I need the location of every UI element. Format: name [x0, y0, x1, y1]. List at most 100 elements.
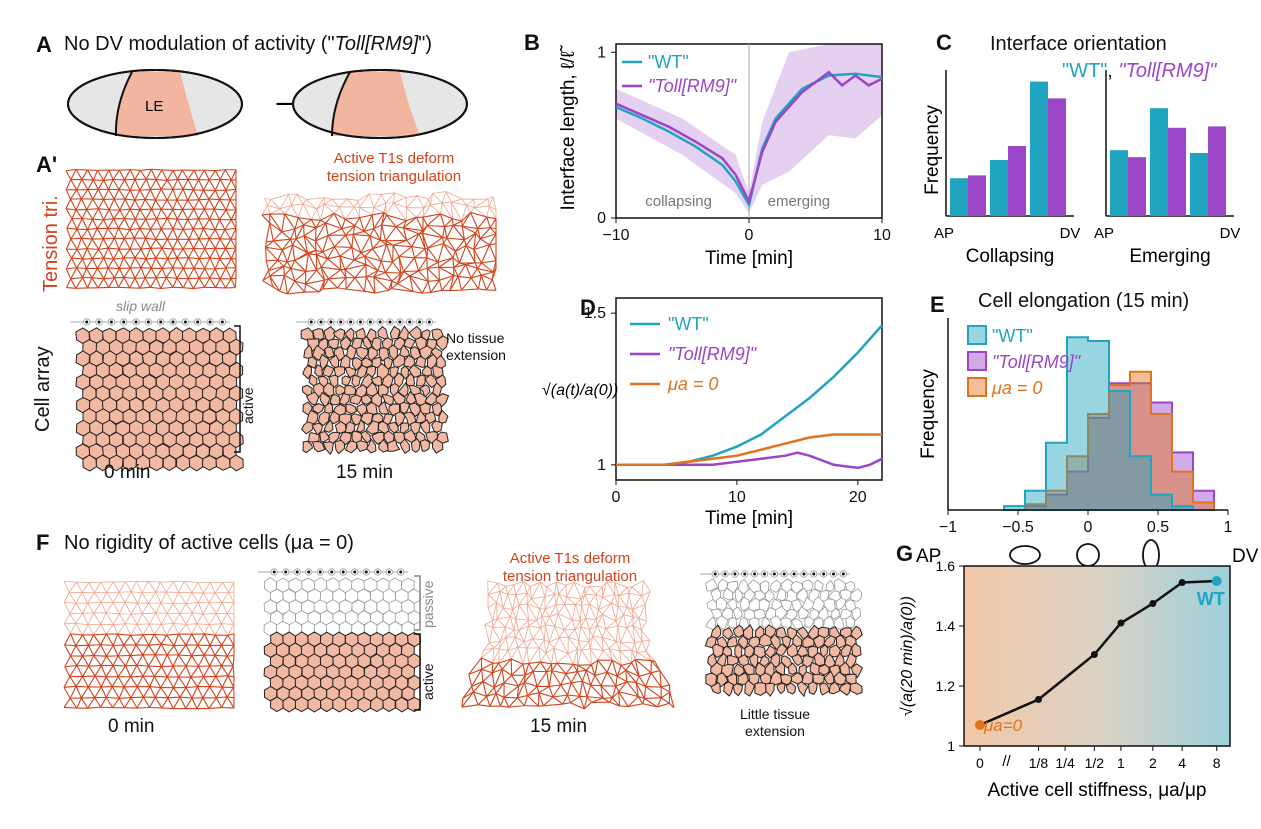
- mesh-edge: [70, 633, 83, 636]
- mesh-edge: [518, 604, 529, 621]
- mesh-edge: [481, 260, 497, 264]
- mesh-edge: [432, 193, 443, 204]
- mesh-edge: [515, 604, 520, 620]
- mesh-edge: [515, 581, 525, 595]
- mesh-edge: [601, 637, 610, 649]
- mesh-edge: [279, 290, 288, 295]
- mesh-edge: [141, 581, 149, 593]
- mesh-edge: [324, 199, 333, 205]
- mesh-edge: [294, 228, 297, 240]
- mesh-edge: [532, 627, 542, 639]
- mesh-edge: [645, 686, 662, 699]
- mesh-edge: [441, 191, 447, 204]
- mesh-edge: [638, 676, 647, 687]
- active-cell: [329, 393, 341, 406]
- mesh-edge: [347, 198, 359, 201]
- mesh-edge: [119, 591, 132, 593]
- mesh-edge: [638, 672, 652, 677]
- mesh-edge: [82, 675, 96, 678]
- mesh-edge: [585, 670, 592, 686]
- mesh-edge: [386, 202, 394, 216]
- passive-cell: [747, 579, 762, 594]
- mesh-edge: [614, 582, 620, 596]
- panel-e-label: E: [930, 292, 945, 317]
- mesh-edge: [373, 207, 385, 213]
- mesh-edge: [81, 218, 89, 230]
- mesh-edge: [526, 586, 531, 594]
- mesh-edge: [149, 676, 155, 687]
- mesh-edge: [87, 169, 94, 181]
- mesh-edge: [166, 199, 174, 210]
- mesh-edge: [587, 696, 603, 699]
- mesh-edge: [203, 654, 211, 667]
- mesh-edge: [264, 198, 268, 206]
- mesh-edge: [160, 643, 168, 656]
- mesh-edge: [204, 277, 211, 288]
- mesh-edge: [214, 623, 222, 636]
- mesh-edge: [514, 630, 520, 638]
- mesh-edge: [501, 668, 512, 676]
- mesh-edge: [172, 228, 178, 240]
- mesh-edge: [620, 665, 627, 671]
- panel-d-label: D: [580, 295, 596, 320]
- mesh-edge: [421, 233, 426, 249]
- mesh-edge: [305, 199, 318, 210]
- mesh-edge: [509, 609, 513, 617]
- mesh-edge: [178, 644, 187, 656]
- mesh-edge: [182, 248, 189, 259]
- active-t1-annotation: Active T1s deform tension triangulation: [326, 150, 462, 185]
- mesh-edge: [562, 694, 569, 705]
- mesh-edge: [304, 283, 307, 293]
- mesh-edge: [142, 623, 150, 635]
- mesh-edge: [112, 592, 120, 603]
- mesh-edge: [133, 237, 142, 250]
- mesh-edge: [443, 243, 456, 252]
- mesh-edge: [631, 662, 640, 677]
- passive-cell: [722, 587, 734, 601]
- mesh-edge: [498, 662, 503, 670]
- mesh-edge: [324, 197, 333, 200]
- mesh-edge: [481, 650, 484, 658]
- mesh-edge: [107, 237, 116, 249]
- mesh-edge: [536, 616, 543, 621]
- mesh-edge: [221, 592, 229, 603]
- series-line-2: [616, 433, 882, 467]
- mesh-edge: [204, 268, 211, 279]
- active-cell: [431, 438, 444, 454]
- mesh-edge: [475, 232, 481, 240]
- mesh-edge: [225, 188, 237, 191]
- mesh-edge: [589, 629, 594, 637]
- mesh-edge: [539, 608, 543, 617]
- mesh-edge: [594, 660, 599, 676]
- orientation-bar: [968, 175, 986, 216]
- mesh-edge: [65, 238, 72, 250]
- mesh-edge: [544, 608, 550, 617]
- mesh-edge: [166, 276, 177, 279]
- x-axis-label: Active cell stiffness, μa/μp: [987, 780, 1206, 801]
- mesh-edge: [522, 648, 528, 665]
- wall-node-dot: [159, 320, 163, 324]
- active-cell: [775, 626, 788, 639]
- mesh-edge: [444, 218, 453, 227]
- mesh-edge: [473, 691, 487, 697]
- active-cell: [722, 626, 734, 640]
- x-tick-label: 10: [728, 489, 746, 506]
- mesh-edge: [625, 662, 633, 671]
- mesh-edge: [95, 675, 107, 678]
- mesh-edge: [178, 654, 192, 657]
- active-cell: [201, 455, 217, 471]
- mesh-edge: [216, 602, 223, 614]
- mesh-edge: [602, 581, 607, 588]
- mesh-edge: [88, 634, 94, 646]
- active-cell: [365, 381, 379, 397]
- mesh-edge: [82, 655, 94, 657]
- mesh-edge: [605, 620, 617, 630]
- mesh-edge: [118, 257, 125, 269]
- mesh-edge: [487, 607, 494, 621]
- mesh-edge: [224, 227, 237, 231]
- mesh-edge: [287, 291, 305, 295]
- mesh-edge: [328, 276, 347, 280]
- mesh-edge: [197, 666, 204, 677]
- mesh-edge: [381, 192, 395, 195]
- mesh-edge: [426, 267, 440, 281]
